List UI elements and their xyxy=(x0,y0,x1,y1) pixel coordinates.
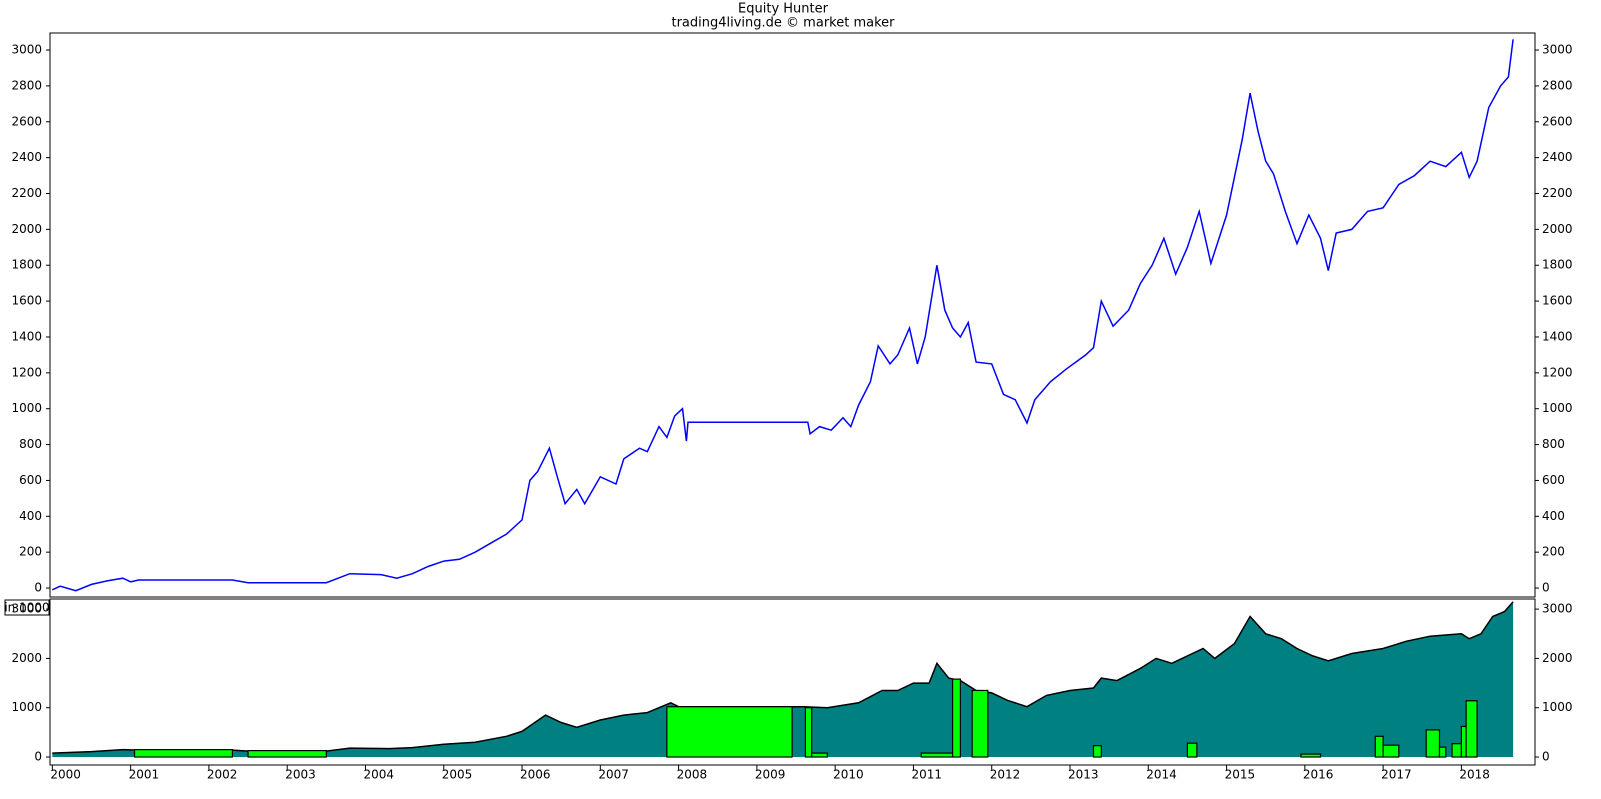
y-tick-label-right: 600 xyxy=(1542,473,1565,487)
position-bar xyxy=(1451,743,1463,758)
x-tick-label: 2013 xyxy=(1068,768,1099,782)
position-bar xyxy=(1092,745,1102,758)
y-tick-label: 3000 xyxy=(11,602,42,616)
y-tick-label-right: 1200 xyxy=(1542,365,1573,379)
x-tick-label: 2015 xyxy=(1225,768,1256,782)
x-tick-label: 2005 xyxy=(442,768,473,782)
panel-frame xyxy=(49,32,1536,598)
y-tick-label-right: 0 xyxy=(1542,750,1550,764)
y-tick-label: 2400 xyxy=(11,150,42,164)
y-tick-label-right: 800 xyxy=(1542,437,1565,451)
chart-title: Equity Hunter xyxy=(738,2,829,17)
y-tick-label: 0 xyxy=(34,581,42,595)
y-tick-label-right: 2800 xyxy=(1542,78,1573,92)
position-bar xyxy=(1425,729,1441,758)
equity-line xyxy=(51,39,1514,592)
position-bar xyxy=(1382,744,1400,758)
x-tick-label: 2018 xyxy=(1459,768,1490,782)
x-tick-label: 2014 xyxy=(1146,768,1177,782)
equity-area xyxy=(52,601,1514,758)
plot-area xyxy=(51,39,1514,592)
x-tick-label: 2000 xyxy=(50,768,81,782)
position-bar xyxy=(1374,735,1384,758)
panel-frame xyxy=(49,598,1536,766)
y-tick-label-right: 1400 xyxy=(1542,329,1573,343)
y-tick-label-right: 200 xyxy=(1542,545,1565,559)
y-tick-label: 1600 xyxy=(11,294,42,308)
y-tick-label: 1000 xyxy=(11,700,42,714)
x-tick-label: 2003 xyxy=(285,768,316,782)
y-tick-label: 1800 xyxy=(11,258,42,272)
position-bar xyxy=(666,706,793,758)
y-tick-label: 1200 xyxy=(11,365,42,379)
position-bar xyxy=(920,752,954,758)
y-tick-label-right: 400 xyxy=(1542,509,1565,523)
y-tick-label: 200 xyxy=(19,545,42,559)
y-tick-label: 2000 xyxy=(11,222,42,236)
y-tick-label-right: 0 xyxy=(1542,581,1550,595)
y-tick-label-right: 2200 xyxy=(1542,186,1573,200)
position-bar xyxy=(247,750,327,758)
y-tick-label-right: 2600 xyxy=(1542,114,1573,128)
position-bar xyxy=(971,689,989,758)
y-tick-label-right: 2000 xyxy=(1542,651,1573,665)
y-axis-label: in 1000 xyxy=(4,601,49,615)
x-tick-label: 2004 xyxy=(363,768,394,782)
position-bar xyxy=(1465,700,1478,758)
y-tick-label: 600 xyxy=(19,473,42,487)
x-tick-label: 2017 xyxy=(1381,768,1412,782)
x-tick-label: 2007 xyxy=(598,768,629,782)
y-tick-label: 1400 xyxy=(11,329,42,343)
y-tick-label-right: 2000 xyxy=(1542,222,1573,236)
position-bar xyxy=(1300,753,1322,758)
x-tick-label: 2010 xyxy=(833,768,864,782)
x-tick-label: 2016 xyxy=(1303,768,1334,782)
x-tick-label: 2008 xyxy=(677,768,708,782)
position-bar xyxy=(133,749,233,758)
y-label-box xyxy=(4,599,50,616)
y-tick-label: 1000 xyxy=(11,401,42,415)
y-tick-label-right: 1800 xyxy=(1542,258,1573,272)
position-bar xyxy=(1186,742,1198,758)
y-tick-label-right: 1000 xyxy=(1542,700,1573,714)
position-bar xyxy=(1438,746,1447,758)
position-bar xyxy=(1460,725,1467,758)
y-tick-label-right: 3000 xyxy=(1542,602,1573,616)
y-tick-label: 800 xyxy=(19,437,42,451)
y-tick-label: 2200 xyxy=(11,186,42,200)
y-tick-label: 0 xyxy=(34,750,42,764)
plot-area xyxy=(52,601,1514,758)
y-tick-label: 2000 xyxy=(11,651,42,665)
x-tick-label: 2002 xyxy=(207,768,238,782)
position-bar xyxy=(951,678,962,758)
y-tick-label-right: 1000 xyxy=(1542,401,1573,415)
y-tick-label-right: 3000 xyxy=(1542,43,1573,57)
y-tick-label: 2600 xyxy=(11,114,42,128)
x-tick-label: 2011 xyxy=(911,768,942,782)
y-tick-label: 400 xyxy=(19,509,42,523)
y-tick-label-right: 2400 xyxy=(1542,150,1573,164)
y-tick-label: 3000 xyxy=(11,43,42,57)
position-bar xyxy=(804,707,813,758)
chart-subtitle: trading4living.de © market maker xyxy=(671,16,895,31)
x-tick-label: 2012 xyxy=(990,768,1021,782)
position-bar xyxy=(811,752,828,758)
x-tick-label: 2001 xyxy=(129,768,160,782)
y-tick-label: 2800 xyxy=(11,78,42,92)
x-tick-label: 2006 xyxy=(520,768,551,782)
x-tick-label: 2009 xyxy=(755,768,786,782)
y-tick-label-right: 1600 xyxy=(1542,294,1573,308)
